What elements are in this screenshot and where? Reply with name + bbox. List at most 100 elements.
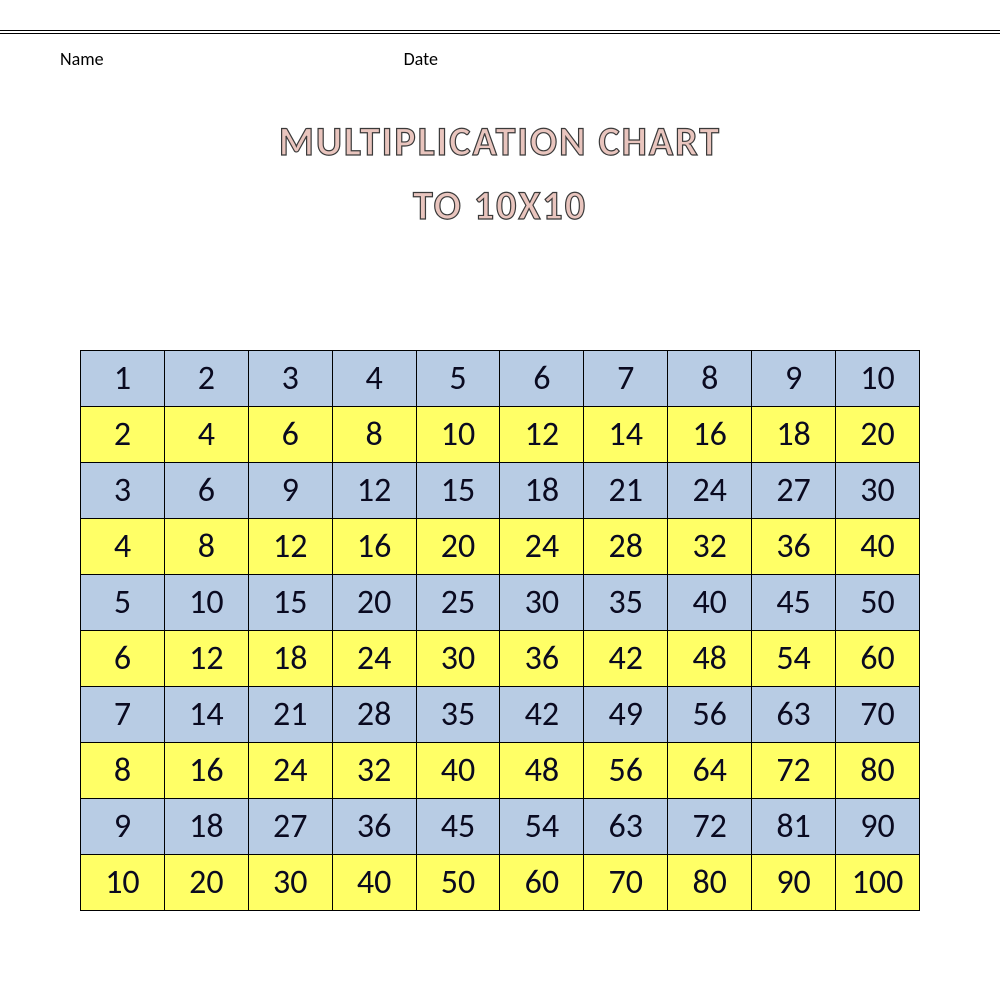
table-cell: 40 [416, 743, 500, 799]
table-cell: 30 [500, 575, 584, 631]
table-cell: 12 [332, 463, 416, 519]
table-cell: 24 [332, 631, 416, 687]
table-cell: 20 [416, 519, 500, 575]
table-cell: 49 [584, 687, 668, 743]
table-cell: 54 [752, 631, 836, 687]
table-cell: 6 [81, 631, 165, 687]
table-cell: 10 [836, 351, 920, 407]
table-cell: 36 [332, 799, 416, 855]
table-cell: 40 [332, 855, 416, 911]
header-fields: Name Date [60, 48, 940, 70]
table-cell: 7 [584, 351, 668, 407]
table-cell: 60 [500, 855, 584, 911]
table-cell: 15 [416, 463, 500, 519]
table-cell: 30 [836, 463, 920, 519]
table-cell: 9 [81, 799, 165, 855]
table-cell: 12 [500, 407, 584, 463]
table-cell: 32 [668, 519, 752, 575]
table-cell: 14 [164, 687, 248, 743]
table-cell: 6 [500, 351, 584, 407]
table-cell: 6 [248, 407, 332, 463]
table-cell: 27 [248, 799, 332, 855]
table-row: 9182736455463728190 [81, 799, 920, 855]
table-cell: 48 [668, 631, 752, 687]
table-cell: 70 [584, 855, 668, 911]
table-cell: 27 [752, 463, 836, 519]
table-cell: 40 [668, 575, 752, 631]
table-cell: 2 [81, 407, 165, 463]
table-cell: 80 [668, 855, 752, 911]
table-cell: 100 [836, 855, 920, 911]
table-cell: 54 [500, 799, 584, 855]
multiplication-table: 1234567891024681012141618203691215182124… [80, 350, 920, 911]
table-cell: 24 [248, 743, 332, 799]
table-row: 2468101214161820 [81, 407, 920, 463]
table-cell: 50 [416, 855, 500, 911]
table-cell: 72 [668, 799, 752, 855]
table-cell: 16 [164, 743, 248, 799]
table-cell: 20 [332, 575, 416, 631]
table-cell: 20 [836, 407, 920, 463]
table-cell: 21 [248, 687, 332, 743]
table-cell: 5 [416, 351, 500, 407]
table-cell: 16 [332, 519, 416, 575]
table-cell: 10 [164, 575, 248, 631]
table-row: 8162432404856647280 [81, 743, 920, 799]
table-cell: 72 [752, 743, 836, 799]
table-cell: 3 [81, 463, 165, 519]
table-row: 5101520253035404550 [81, 575, 920, 631]
table-cell: 30 [416, 631, 500, 687]
table-cell: 36 [500, 631, 584, 687]
date-label: Date [404, 48, 438, 70]
table-cell: 4 [81, 519, 165, 575]
table-cell: 14 [584, 407, 668, 463]
table-cell: 35 [416, 687, 500, 743]
table-cell: 7 [81, 687, 165, 743]
multiplication-table-wrap: 1234567891024681012141618203691215182124… [80, 350, 920, 911]
table-cell: 21 [584, 463, 668, 519]
table-cell: 70 [836, 687, 920, 743]
table-cell: 9 [752, 351, 836, 407]
table-cell: 1 [81, 351, 165, 407]
table-cell: 4 [164, 407, 248, 463]
table-cell: 10 [416, 407, 500, 463]
table-cell: 90 [752, 855, 836, 911]
table-cell: 45 [416, 799, 500, 855]
table-cell: 15 [248, 575, 332, 631]
table-cell: 16 [668, 407, 752, 463]
table-cell: 12 [248, 519, 332, 575]
title-block: MULTIPLICATION CHART TO 10X10 [0, 110, 1000, 238]
table-cell: 12 [164, 631, 248, 687]
table-cell: 28 [584, 519, 668, 575]
table-cell: 28 [332, 687, 416, 743]
worksheet-page: Name Date MULTIPLICATION CHART TO 10X10 … [0, 0, 1000, 1000]
table-cell: 18 [248, 631, 332, 687]
table-cell: 8 [668, 351, 752, 407]
table-cell: 25 [416, 575, 500, 631]
table-cell: 63 [752, 687, 836, 743]
table-cell: 2 [164, 351, 248, 407]
table-cell: 6 [164, 463, 248, 519]
table-cell: 24 [668, 463, 752, 519]
table-cell: 42 [584, 631, 668, 687]
table-cell: 18 [752, 407, 836, 463]
title-line-2: TO 10X10 [0, 174, 1000, 238]
title-line-1: MULTIPLICATION CHART [0, 110, 1000, 174]
table-cell: 48 [500, 743, 584, 799]
table-cell: 60 [836, 631, 920, 687]
table-cell: 50 [836, 575, 920, 631]
table-cell: 81 [752, 799, 836, 855]
table-cell: 80 [836, 743, 920, 799]
table-cell: 8 [332, 407, 416, 463]
table-cell: 8 [164, 519, 248, 575]
table-row: 481216202428323640 [81, 519, 920, 575]
table-cell: 8 [81, 743, 165, 799]
table-cell: 3 [248, 351, 332, 407]
table-cell: 90 [836, 799, 920, 855]
table-cell: 10 [81, 855, 165, 911]
table-cell: 9 [248, 463, 332, 519]
table-cell: 32 [332, 743, 416, 799]
table-cell: 64 [668, 743, 752, 799]
name-label: Name [60, 48, 104, 70]
table-cell: 56 [668, 687, 752, 743]
